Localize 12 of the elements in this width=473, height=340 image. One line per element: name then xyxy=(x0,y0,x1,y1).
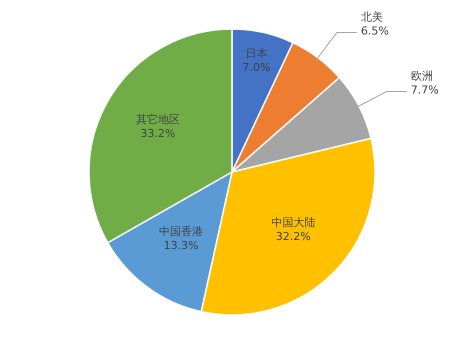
data-label: 7.0% xyxy=(242,61,270,74)
slice-label: 中国香港 xyxy=(159,225,204,238)
slice-label: 中国大陆 xyxy=(271,216,316,230)
data-label: 33.2% xyxy=(140,126,176,140)
slice-label: 欧洲 xyxy=(410,70,433,83)
slice-label: 其它地区 xyxy=(136,112,180,126)
data-label: 6.5% xyxy=(360,24,389,38)
data-label: 13.3% xyxy=(164,239,199,252)
data-label: 7.7% xyxy=(410,84,439,97)
data-label: 32.2% xyxy=(276,230,311,244)
slice-label: 北美 xyxy=(360,10,383,24)
slice-label: 日本 xyxy=(245,47,268,60)
